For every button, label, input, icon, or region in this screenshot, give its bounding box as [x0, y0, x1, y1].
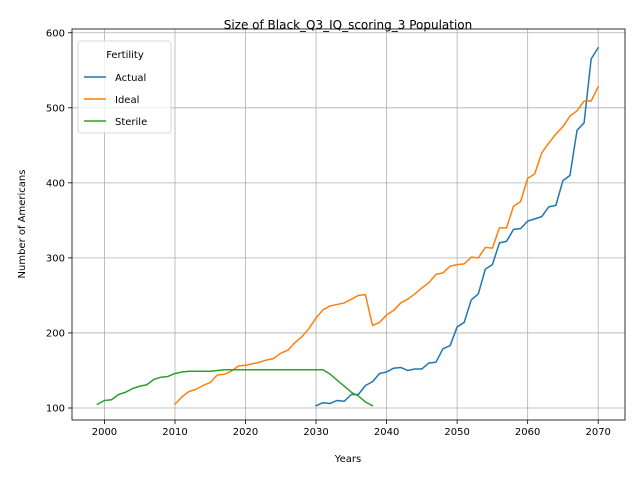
series-line-ideal [173, 85, 600, 406]
x-tick-label: 2030 [303, 427, 328, 438]
x-axis-label: Years [334, 454, 361, 465]
x-tick-label: 2070 [585, 427, 610, 438]
y-tick-label: 300 [46, 253, 65, 264]
legend-items: Actual Ideal Sterile [84, 73, 147, 128]
axes-layer: 2000 2010 2020 2030 2040 2050 2060 2070 100 200 30… [46, 28, 626, 438]
x-tick-label: 2000 [92, 427, 117, 438]
legend-label-sterile: Sterile [115, 117, 147, 128]
y-tick-label: 500 [46, 103, 65, 114]
legend-frame [77, 40, 172, 134]
y-axis-label: Number of Americans [17, 170, 28, 279]
y-tick-label: 400 [46, 178, 65, 189]
y-tick-label: 100 [46, 403, 65, 414]
x-tick-label: 2040 [374, 427, 399, 438]
legend-label-ideal: Ideal [115, 95, 139, 106]
series-line-sterile [96, 368, 374, 407]
legend-title: Fertility [106, 50, 144, 61]
legend-label-actual: Actual [115, 73, 146, 84]
x-tick-label: 2020 [233, 427, 258, 438]
x-tick-label: 2050 [444, 427, 469, 438]
grid-layer [72, 29, 625, 420]
chart-title: Size of Black_Q3_IQ_scoring_3 Population [224, 18, 473, 32]
series-layer [96, 46, 600, 407]
x-tick-label: 2060 [515, 427, 540, 438]
y-tick-label: 200 [46, 328, 65, 339]
x-tick-label: 2010 [162, 427, 187, 438]
legend: Fertility Actual Ideal Sterile [77, 40, 172, 134]
plot-frame [71, 28, 626, 421]
y-tick-label: 600 [46, 28, 65, 39]
series-line-actual [315, 46, 600, 407]
